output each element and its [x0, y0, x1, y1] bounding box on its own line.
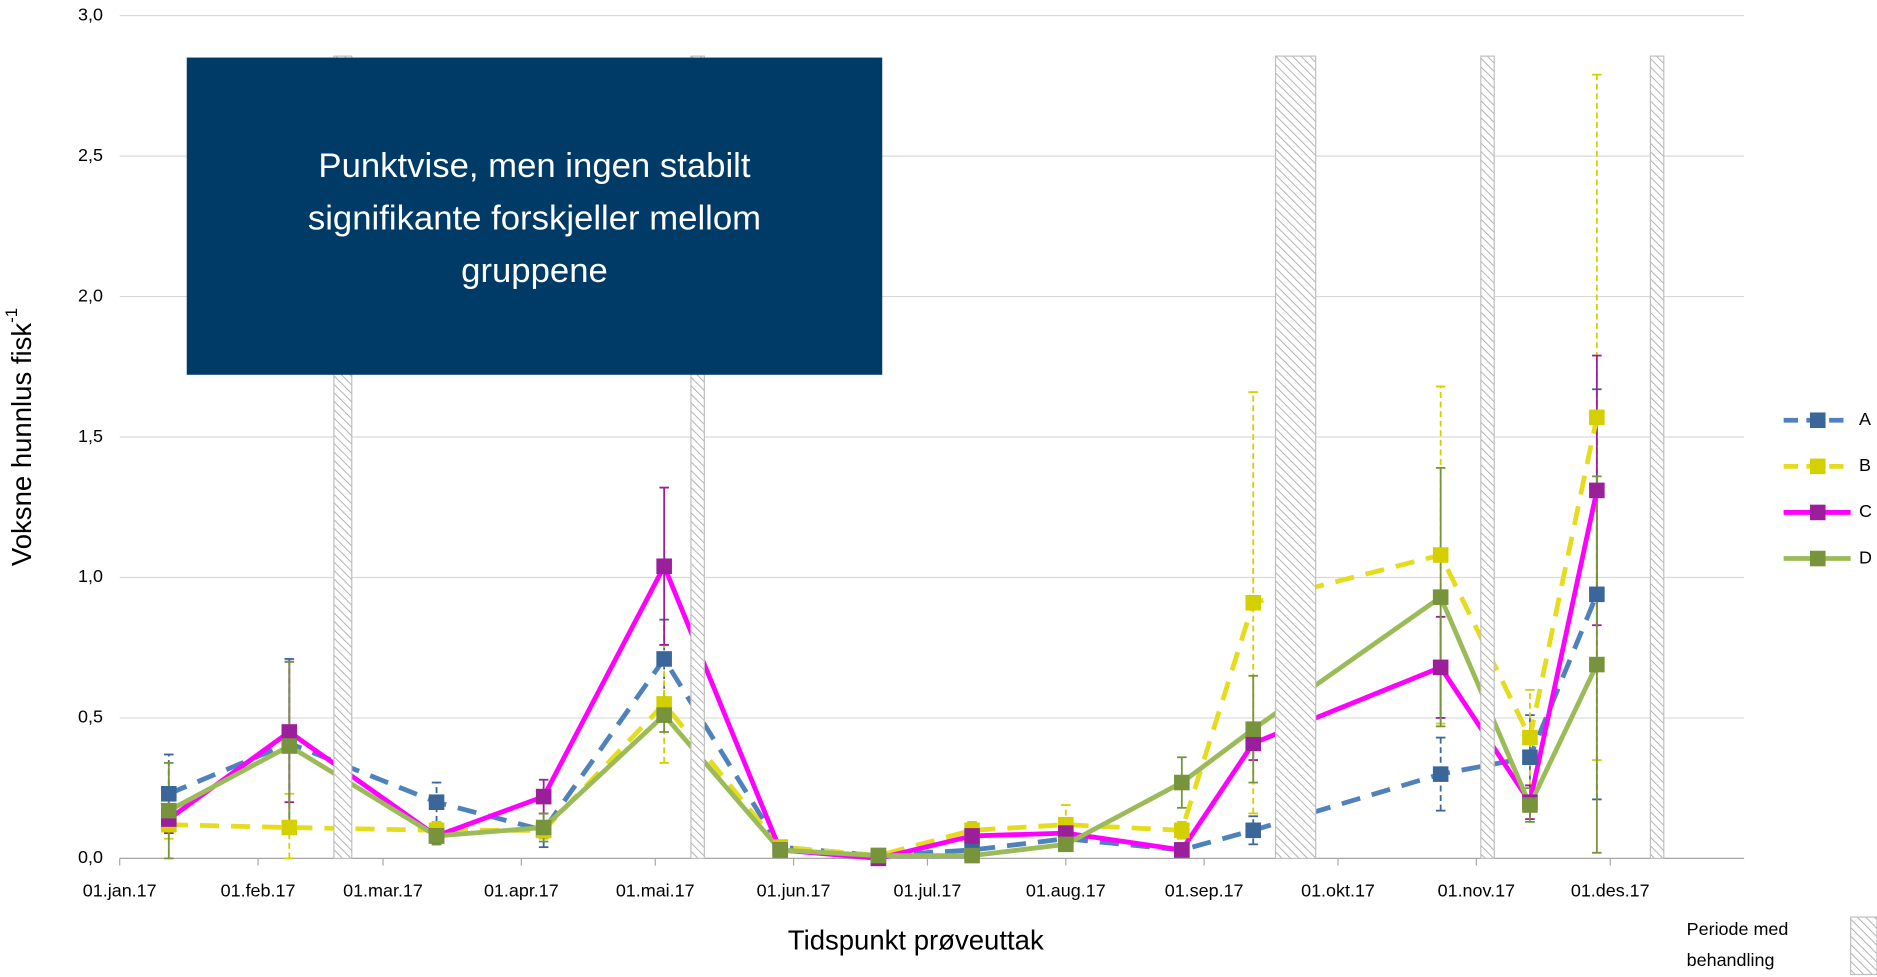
treatment-legend-label: behandling	[1687, 950, 1775, 970]
treatment-period	[1274, 55, 1317, 859]
x-axis-title: Tidspunkt prøveuttak	[788, 924, 1044, 955]
marker	[161, 786, 177, 802]
y-tick-label: 0,0	[78, 847, 103, 867]
y-axis-title-main: Voksne hunnlus fisk	[6, 323, 37, 566]
marker	[656, 707, 672, 723]
marker	[1245, 735, 1262, 752]
annotation-text: signifikante forskjeller mellom	[308, 200, 761, 238]
x-tick-label: 01.jan.17	[83, 881, 157, 901]
series-line	[167, 489, 1600, 861]
legend-label: A	[1859, 409, 1871, 429]
treatment-legend-swatch	[1850, 916, 1877, 976]
marker	[1058, 836, 1074, 853]
marker	[870, 847, 887, 864]
x-tick-label: 01.des.17	[1571, 881, 1650, 901]
marker	[772, 842, 788, 858]
marker	[656, 651, 672, 667]
marker	[1245, 822, 1262, 839]
marker	[1245, 594, 1262, 611]
marker	[1589, 586, 1605, 603]
marker	[281, 819, 298, 836]
annotation-text: gruppene	[461, 252, 608, 290]
marker	[1174, 822, 1190, 839]
x-tick-label: 01.aug.17	[1026, 881, 1106, 901]
marker	[1432, 766, 1449, 782]
marker	[281, 738, 298, 754]
marker	[1432, 547, 1449, 563]
marker	[964, 828, 980, 844]
marker	[964, 847, 980, 864]
annotation-text: Punktvise, men ingen stabilt	[318, 147, 750, 185]
legend-marker	[1809, 458, 1826, 475]
y-tick-label: 2,5	[78, 145, 103, 165]
legend-marker	[1809, 412, 1826, 429]
treatment-period	[1480, 55, 1495, 859]
x-tick-label: 01.mai.17	[616, 881, 695, 901]
legend-label: C	[1859, 501, 1872, 521]
x-tick-label: 01.mar.17	[343, 881, 423, 901]
legend-marker	[1809, 550, 1826, 567]
x-tick-label: 01.nov.17	[1438, 881, 1515, 901]
x-tick-label: 01.sep.17	[1165, 881, 1244, 901]
y-tick-label: 1,0	[78, 566, 103, 586]
marker	[1522, 797, 1538, 813]
marker	[161, 802, 177, 819]
marker	[535, 819, 552, 836]
x-tick-label: 01.jun.17	[757, 881, 831, 901]
marker	[1589, 409, 1605, 426]
marker	[1432, 589, 1449, 605]
y-tick-label: 0,5	[78, 707, 103, 727]
legend-marker	[1809, 504, 1826, 521]
marker	[1522, 729, 1538, 746]
legend-label: D	[1859, 547, 1872, 567]
legend-label: B	[1859, 455, 1871, 475]
x-tick-label: 01.okt.17	[1301, 881, 1375, 901]
annotation-box	[186, 57, 883, 375]
error-bar	[1435, 736, 1446, 812]
marker	[281, 724, 298, 740]
marker	[1589, 482, 1605, 499]
marker	[1174, 774, 1190, 791]
marker	[1432, 659, 1449, 676]
series-line	[167, 593, 1600, 858]
y-axis-title-sup: -1	[3, 308, 22, 323]
y-tick-label: 2,0	[78, 285, 103, 305]
marker	[428, 794, 445, 810]
marker	[1589, 656, 1605, 673]
marker	[535, 788, 552, 805]
y-tick-label: 3,0	[78, 4, 103, 24]
marker	[656, 558, 672, 575]
treatment-legend-label: Periode med	[1687, 919, 1789, 939]
x-tick-label: 01.apr.17	[484, 881, 559, 901]
marker	[1245, 721, 1262, 737]
x-tick-label: 01.jul.17	[894, 881, 962, 901]
treatment-period	[1649, 55, 1665, 859]
y-tick-label: 1,5	[78, 426, 103, 446]
marker	[1174, 842, 1190, 858]
marker	[428, 828, 445, 844]
x-tick-label: 01.feb.17	[221, 881, 296, 901]
y-axis-title: Voksne hunnlus fisk-1	[3, 308, 38, 566]
marker	[1522, 749, 1538, 766]
series-line	[167, 594, 1600, 858]
